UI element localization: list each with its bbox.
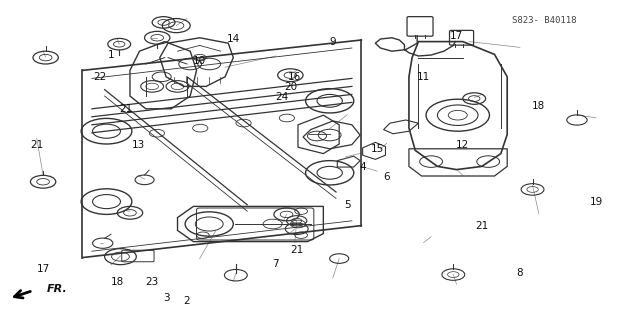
Text: 4: 4	[359, 162, 366, 172]
Text: 17: 17	[37, 264, 49, 274]
Text: 13: 13	[132, 140, 145, 150]
Text: 23: 23	[146, 277, 158, 287]
Text: FR.: FR.	[47, 284, 68, 294]
Text: 16: 16	[288, 72, 301, 83]
Text: 21: 21	[290, 244, 303, 255]
Text: 5: 5	[344, 200, 351, 211]
Text: 2: 2	[184, 296, 190, 307]
Text: 21: 21	[476, 220, 488, 231]
Text: 21: 21	[119, 104, 132, 115]
Text: 6: 6	[384, 172, 390, 182]
Text: 12: 12	[456, 140, 469, 150]
Text: 24: 24	[276, 92, 288, 102]
Text: 21: 21	[30, 140, 43, 150]
Text: 18: 18	[533, 101, 545, 111]
Text: 15: 15	[371, 144, 384, 154]
Text: 10: 10	[193, 56, 206, 67]
Text: 20: 20	[284, 82, 297, 92]
Text: 18: 18	[111, 277, 124, 287]
Text: 22: 22	[94, 72, 107, 83]
Text: 17: 17	[450, 31, 463, 41]
Text: 8: 8	[517, 268, 523, 278]
Text: 3: 3	[163, 293, 169, 303]
Text: 19: 19	[590, 197, 602, 207]
Text: 14: 14	[227, 34, 240, 44]
Text: 9: 9	[330, 37, 336, 47]
Text: 7: 7	[273, 259, 279, 269]
Text: 1: 1	[108, 50, 114, 60]
Text: 11: 11	[417, 72, 430, 83]
Text: S823- B40118: S823- B40118	[512, 16, 576, 25]
